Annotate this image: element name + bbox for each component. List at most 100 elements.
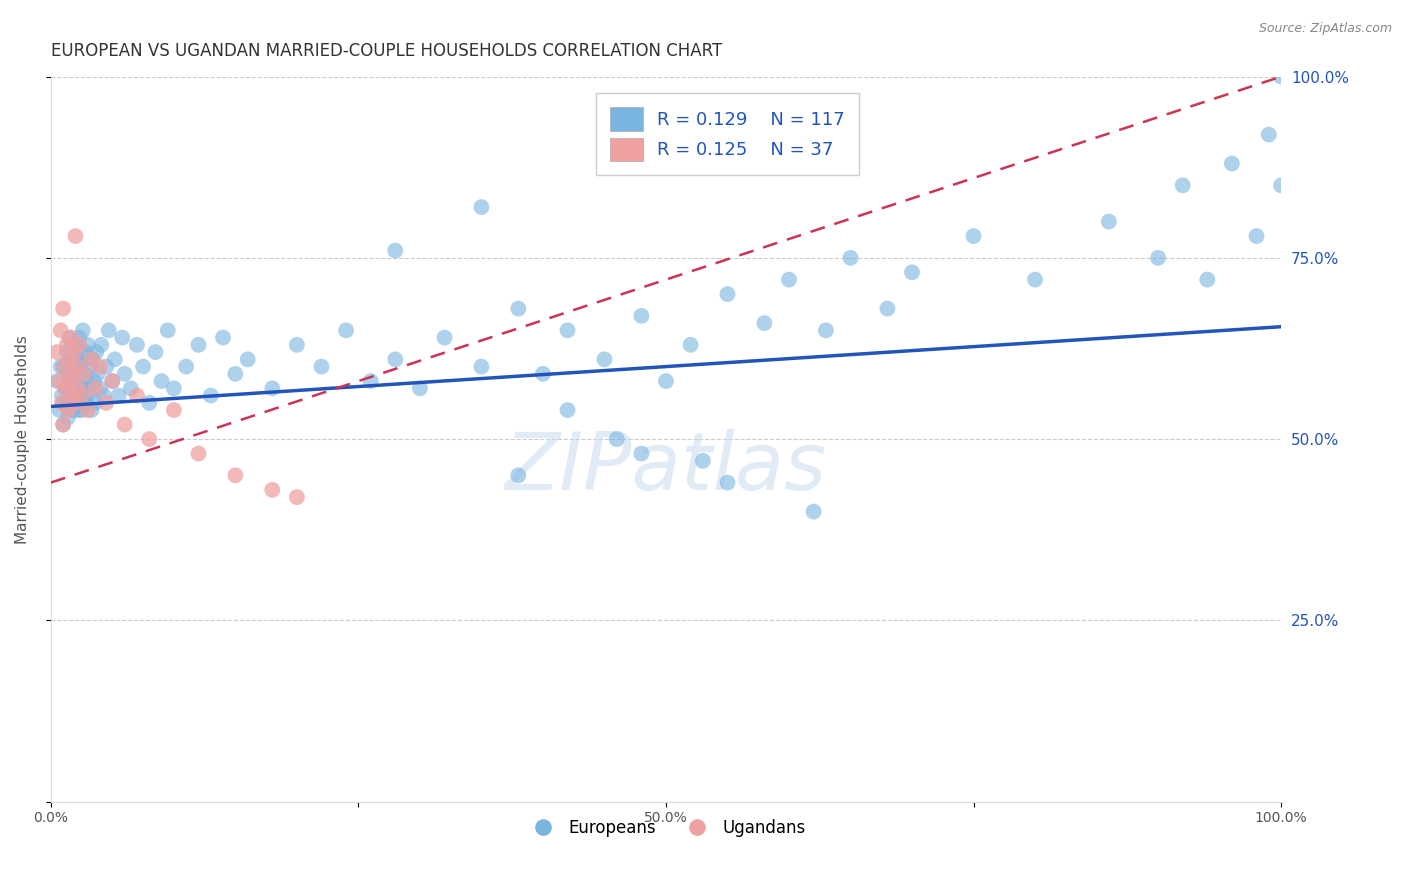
- Point: [120, 381, 142, 395]
- Point: [73, 367, 96, 381]
- Point: [679, 338, 702, 352]
- Point: [150, 374, 173, 388]
- Y-axis label: Married-couple Households: Married-couple Households: [15, 334, 30, 543]
- Point: [66, 403, 89, 417]
- Point: [49, 359, 72, 374]
- Point: [814, 323, 837, 337]
- Point: [163, 381, 186, 395]
- Point: [52, 417, 75, 432]
- Point: [55, 381, 77, 395]
- Point: [75, 345, 97, 359]
- Text: ZIPatlas: ZIPatlas: [505, 429, 827, 507]
- Point: [101, 374, 124, 388]
- Point: [1270, 178, 1292, 193]
- Point: [606, 432, 628, 446]
- Point: [46, 345, 69, 359]
- Point: [56, 338, 79, 352]
- Point: [132, 359, 155, 374]
- Legend: Europeans, Ugandans: Europeans, Ugandans: [520, 813, 813, 844]
- Point: [66, 359, 89, 374]
- Point: [470, 359, 492, 374]
- Point: [65, 374, 87, 388]
- Point: [75, 396, 97, 410]
- Point: [66, 359, 89, 374]
- Point: [557, 323, 579, 337]
- Point: [72, 323, 94, 337]
- Point: [59, 374, 82, 388]
- Point: [56, 410, 79, 425]
- Point: [76, 403, 98, 417]
- Point: [62, 403, 84, 417]
- Point: [65, 229, 87, 244]
- Point: [96, 359, 118, 374]
- Point: [212, 330, 235, 344]
- Point: [262, 381, 284, 395]
- Point: [114, 367, 136, 381]
- Point: [531, 367, 554, 381]
- Point: [409, 381, 432, 395]
- Point: [93, 388, 115, 402]
- Point: [51, 396, 73, 410]
- Point: [311, 359, 333, 374]
- Point: [51, 388, 73, 402]
- Point: [73, 367, 96, 381]
- Point: [1147, 251, 1170, 265]
- Point: [89, 381, 111, 395]
- Point: [1270, 70, 1292, 84]
- Point: [1098, 214, 1121, 228]
- Point: [83, 374, 105, 388]
- Point: [557, 403, 579, 417]
- Point: [55, 381, 77, 395]
- Point: [90, 338, 112, 352]
- Point: [65, 396, 87, 410]
- Point: [778, 272, 800, 286]
- Point: [508, 301, 530, 316]
- Point: [1024, 272, 1046, 286]
- Point: [111, 330, 134, 344]
- Point: [80, 403, 103, 417]
- Point: [62, 359, 84, 374]
- Point: [52, 359, 75, 374]
- Point: [53, 396, 76, 410]
- Point: [63, 352, 86, 367]
- Point: [69, 359, 91, 374]
- Point: [66, 381, 89, 395]
- Point: [655, 374, 678, 388]
- Point: [70, 403, 93, 417]
- Point: [114, 417, 136, 432]
- Point: [56, 345, 79, 359]
- Point: [77, 381, 100, 395]
- Point: [335, 323, 357, 337]
- Point: [145, 345, 167, 359]
- Point: [200, 388, 222, 402]
- Point: [76, 374, 98, 388]
- Point: [716, 287, 738, 301]
- Point: [84, 381, 107, 395]
- Point: [101, 374, 124, 388]
- Point: [58, 367, 80, 381]
- Point: [76, 388, 98, 402]
- Point: [69, 388, 91, 402]
- Point: [79, 359, 101, 374]
- Point: [107, 388, 129, 402]
- Point: [716, 475, 738, 490]
- Point: [65, 338, 87, 352]
- Text: EUROPEAN VS UGANDAN MARRIED-COUPLE HOUSEHOLDS CORRELATION CHART: EUROPEAN VS UGANDAN MARRIED-COUPLE HOUSE…: [51, 42, 723, 60]
- Point: [876, 301, 898, 316]
- Point: [82, 352, 104, 367]
- Point: [236, 352, 259, 367]
- Point: [1257, 128, 1279, 142]
- Point: [67, 381, 90, 395]
- Point: [803, 505, 825, 519]
- Point: [1171, 178, 1194, 193]
- Point: [65, 396, 87, 410]
- Point: [125, 338, 148, 352]
- Point: [593, 352, 616, 367]
- Point: [1220, 156, 1243, 170]
- Point: [66, 388, 89, 402]
- Point: [70, 388, 93, 402]
- Point: [58, 374, 80, 388]
- Point: [187, 338, 209, 352]
- Point: [86, 367, 108, 381]
- Point: [630, 447, 652, 461]
